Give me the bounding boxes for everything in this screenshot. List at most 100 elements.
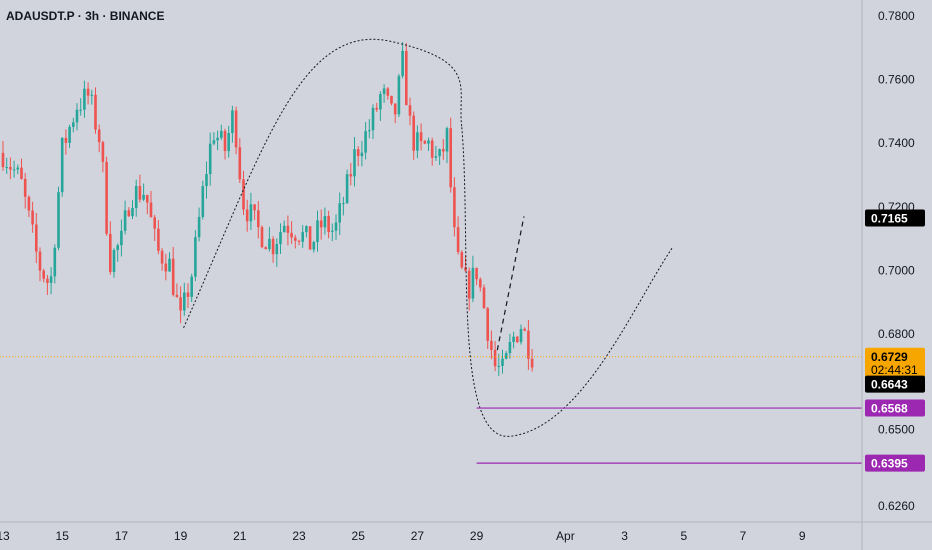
price-marker-badge	[865, 375, 925, 393]
candle-body	[35, 224, 38, 252]
candle-body	[79, 109, 82, 111]
candle-body	[83, 88, 86, 110]
candle-body	[275, 244, 279, 255]
candle-body	[190, 276, 193, 297]
candle-body	[183, 292, 186, 311]
candle-body	[397, 76, 401, 115]
candle-body	[305, 226, 308, 233]
candle-body	[319, 220, 323, 228]
price-marker-label: 0.6395	[871, 457, 908, 471]
candle-body	[16, 167, 20, 170]
x-tick-label: 3	[621, 529, 628, 543]
candle-body	[205, 174, 208, 187]
candle-body	[423, 141, 427, 144]
projection-dashed-line[interactable]	[496, 216, 525, 351]
candle-body	[253, 204, 256, 211]
candle-body	[179, 297, 182, 311]
candle-body	[23, 178, 27, 197]
candle-body	[109, 233, 112, 272]
candle-body	[486, 308, 489, 341]
candle-body	[294, 237, 297, 241]
y-tick-label: 0.6260	[878, 499, 915, 513]
candle-body	[297, 240, 301, 242]
candle-body	[245, 209, 249, 222]
candle-body	[460, 252, 464, 268]
x-tick-label: 9	[799, 529, 806, 543]
x-tick-label: 27	[411, 529, 425, 543]
y-tick-label: 0.7000	[878, 264, 915, 278]
cup-curve[interactable]	[461, 127, 673, 437]
candle-body	[9, 167, 12, 170]
candle-body	[68, 126, 71, 143]
x-tick-label: 13	[0, 529, 10, 543]
candle-body	[523, 328, 526, 331]
x-tick-label: 23	[292, 529, 306, 543]
time-axis[interactable]: 13 15 17 19 21 23 25 27 29 Apr 3 5 7 9	[0, 521, 932, 543]
candle-body	[12, 169, 16, 171]
candle-body	[153, 217, 156, 229]
candle-body	[116, 245, 119, 251]
candle-body	[46, 278, 49, 283]
drawings-layer	[183, 39, 673, 437]
candle-body	[223, 130, 227, 152]
price-marker-label: 0.6568	[871, 402, 908, 416]
x-tick-label: 7	[740, 529, 747, 543]
candle-body	[201, 186, 205, 217]
candle-body	[97, 129, 101, 143]
candle-body	[149, 202, 153, 218]
rounded-top-arc[interactable]	[183, 39, 463, 329]
y-tick-label: 0.7800	[878, 9, 915, 23]
price-axis[interactable]: 0.78000.76000.74000.72000.70000.68000.65…	[861, 0, 915, 550]
candle-body	[490, 340, 493, 350]
candle-body	[1, 152, 5, 168]
candle-body	[338, 203, 341, 223]
x-tick-label: Apr	[556, 529, 575, 543]
candle-body	[220, 130, 223, 138]
candle-body	[456, 227, 460, 253]
candle-body	[527, 330, 530, 359]
candle-body	[123, 210, 127, 231]
y-tick-label: 0.6800	[878, 327, 915, 341]
candle-body	[120, 230, 123, 246]
candle-body	[27, 196, 31, 211]
candle-body	[430, 140, 434, 158]
candle-body	[90, 94, 94, 96]
price-marker-label: 0.7165	[871, 212, 908, 226]
candle-body	[368, 130, 371, 132]
candle-body	[60, 137, 64, 193]
candle-body	[264, 247, 267, 250]
candle-body	[497, 365, 501, 367]
candle-body	[464, 267, 467, 271]
candle-body	[86, 88, 90, 96]
countdown-label: 02:44:31	[871, 363, 918, 377]
candle-body	[449, 128, 452, 188]
candle-body	[20, 167, 23, 179]
candle-body	[382, 88, 386, 95]
candle-body	[268, 238, 271, 250]
x-tick-label: 5	[680, 529, 687, 543]
candle-body	[64, 137, 68, 143]
y-tick-label: 0.7400	[878, 136, 915, 150]
candle-body	[471, 267, 475, 299]
candle-body	[5, 167, 8, 169]
candle-body	[101, 142, 105, 162]
candle-body	[438, 149, 441, 157]
candle-body	[501, 358, 504, 366]
candle-body	[186, 292, 190, 297]
candle-body	[360, 152, 364, 157]
price-marker-badge	[865, 399, 925, 417]
candle-body	[401, 50, 404, 77]
candle-body	[530, 358, 534, 368]
candle-body	[301, 232, 304, 242]
candle-body	[479, 279, 482, 288]
candle-body	[257, 210, 260, 228]
candle-body	[349, 174, 353, 177]
candle-body	[390, 95, 393, 104]
x-tick-label: 21	[233, 529, 247, 543]
candle-body	[134, 185, 138, 208]
price-marker-label: 0.6729	[871, 350, 908, 364]
candle-body	[249, 204, 253, 222]
